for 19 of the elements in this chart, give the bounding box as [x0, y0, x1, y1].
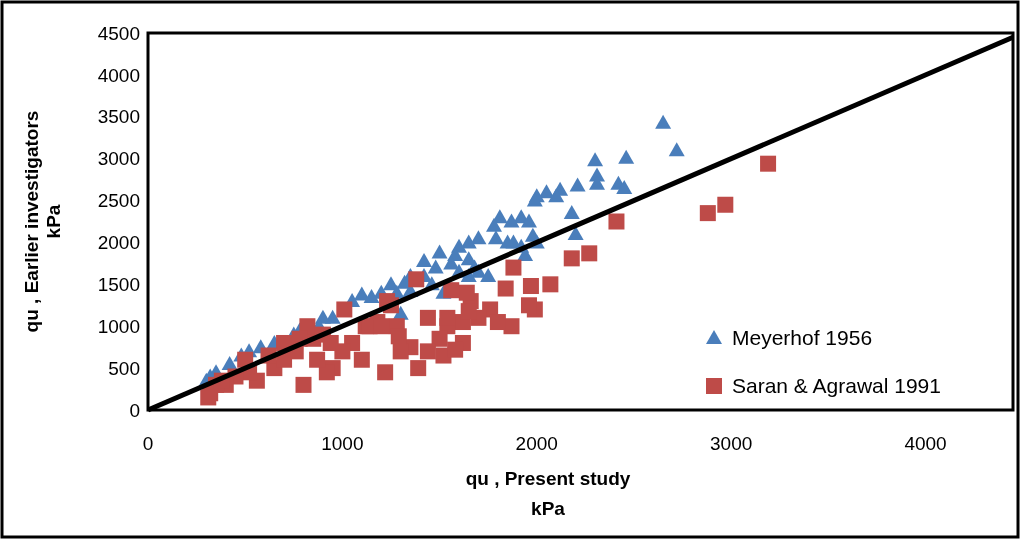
x-tick-label: 3000 — [710, 433, 753, 454]
y-tick-label: 500 — [108, 357, 140, 379]
y-tick-label: 4500 — [97, 22, 140, 44]
x-axis-title: qu , Present study kPa — [465, 468, 631, 519]
legend-label: Meyerhof 1956 — [732, 326, 873, 350]
y-tick-label: 3500 — [97, 106, 140, 128]
x-tick-label: 1000 — [321, 433, 364, 454]
legend-label: Saran & Agrawal 1991 — [732, 374, 941, 398]
y-tick-label: 1000 — [97, 315, 140, 337]
y-tick-label: 2000 — [97, 232, 140, 254]
x-tick-label: 2000 — [515, 433, 558, 454]
y-tick-label: 0 — [129, 399, 140, 421]
y-tick-label: 4000 — [97, 64, 140, 86]
y-axis-title: qu , Earlier investigators kPa — [21, 110, 64, 333]
y-tick-label: 1500 — [97, 273, 140, 295]
x-tick-label: 4000 — [904, 433, 947, 454]
y-tick-label: 3000 — [97, 148, 140, 170]
y-tick-label: 2500 — [97, 190, 140, 212]
x-tick-label: 0 — [142, 433, 154, 454]
